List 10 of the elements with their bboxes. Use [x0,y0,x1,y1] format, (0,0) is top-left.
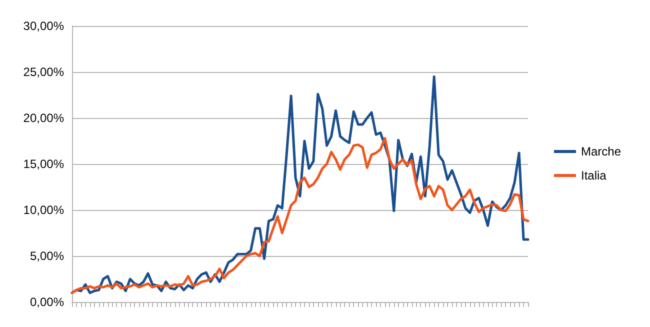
y-tick-label: 20,00% [23,111,64,125]
y-tick-label: 10,00% [23,203,64,217]
legend-label: Marche [580,144,622,158]
legend-label: Italia [580,168,607,182]
y-tick-label: 30,00% [23,19,64,33]
y-tick-label: 15,00% [23,157,64,171]
line-series [70,136,530,294]
y-tick-label: 25,00% [23,65,64,79]
y-tick-label: 0,00% [30,295,64,309]
y-tick-label: 5,00% [30,249,64,263]
